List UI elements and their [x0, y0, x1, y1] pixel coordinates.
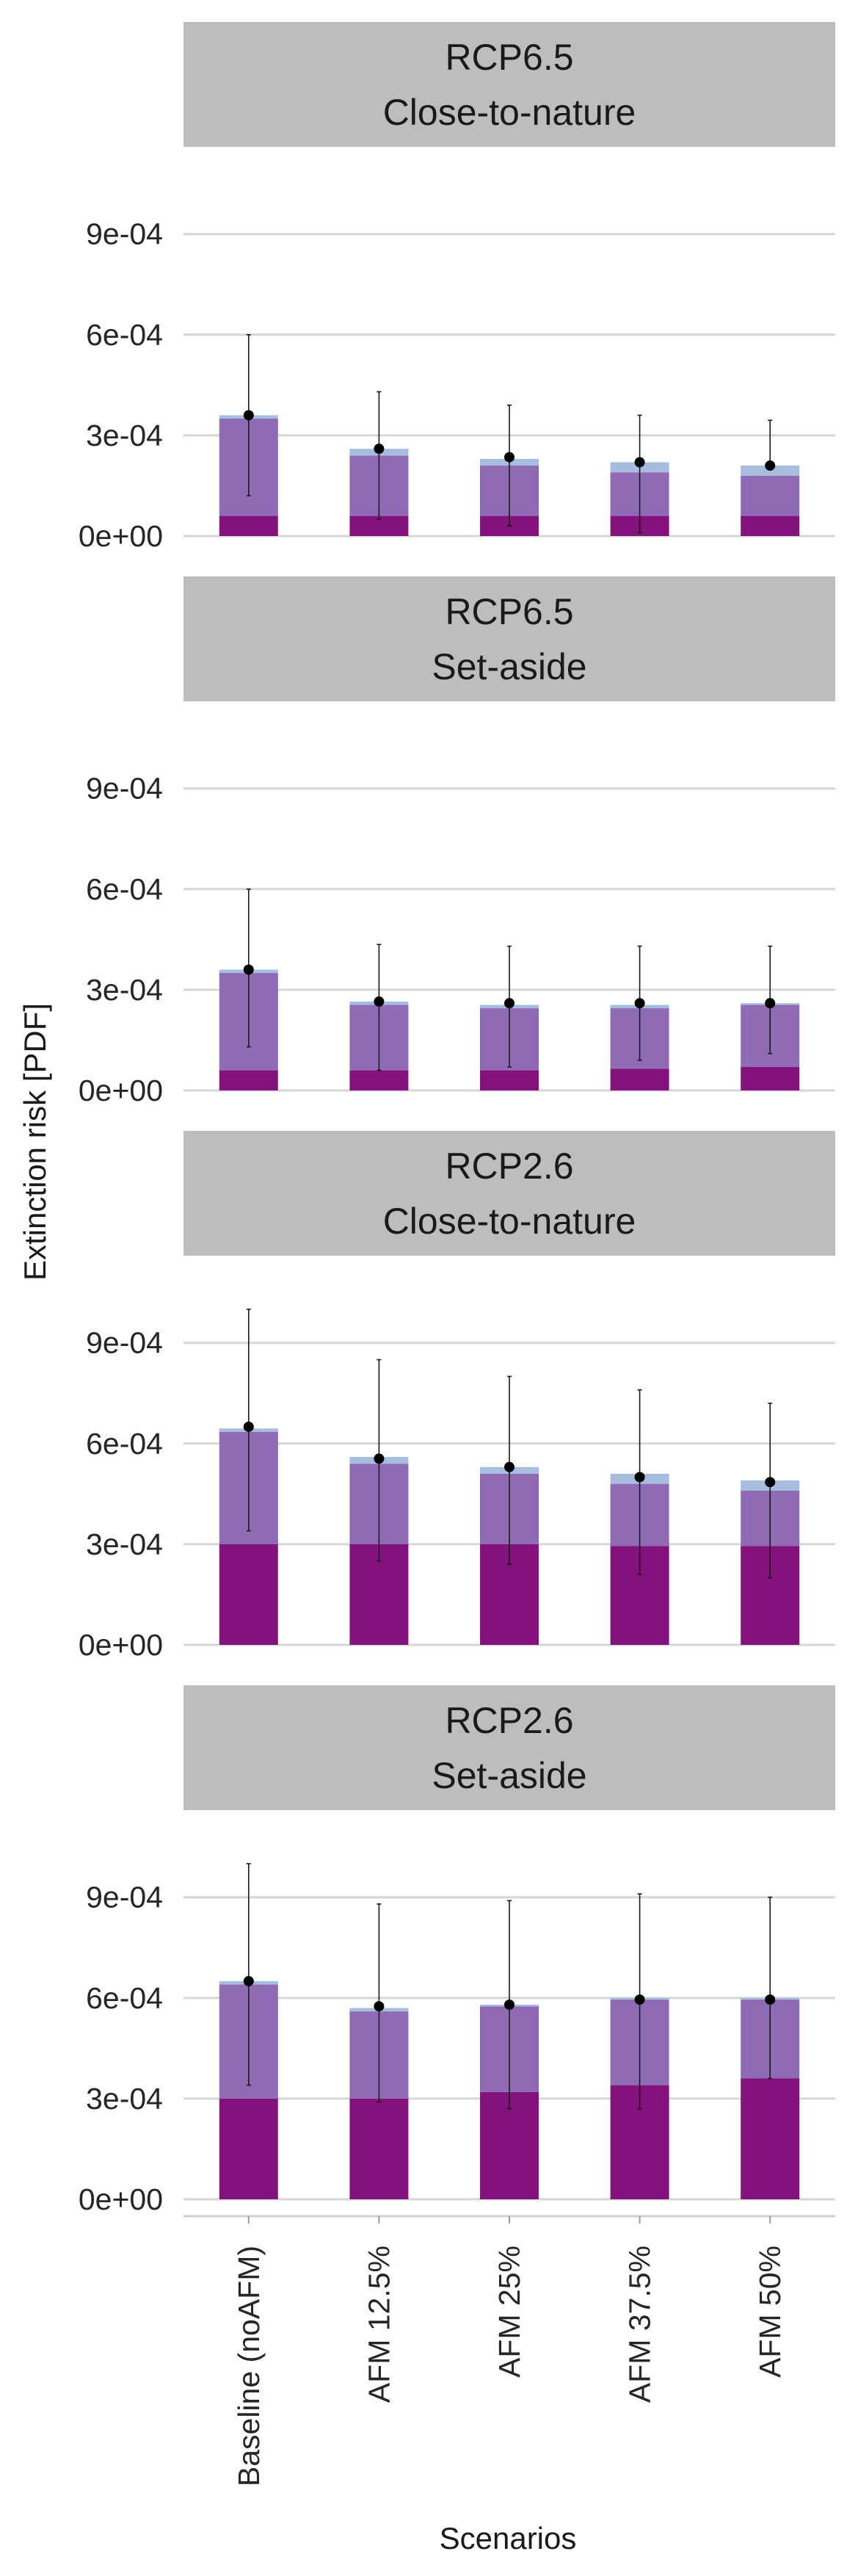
y-tick-label: 9e-04 [86, 1326, 163, 1360]
bar-segment-bottom [349, 1070, 409, 1090]
strip-label-management: Close-to-nature [383, 92, 636, 133]
strip-label-management: Set-aside [432, 1755, 586, 1796]
bar-segment-bottom [349, 2098, 409, 2199]
data-point [243, 964, 254, 975]
x-tick-label: AFM 25% [492, 2246, 526, 2378]
data-point [634, 998, 645, 1009]
bar-segment-bottom [741, 515, 800, 536]
strip-label-scenario: RCP2.6 [445, 1700, 573, 1741]
x-tick-label: AFM 12.5% [362, 2246, 396, 2403]
bar-segment-bottom [219, 515, 278, 536]
bar-segment-bottom [219, 2098, 278, 2199]
x-axis-title: Scenarios [440, 2521, 577, 2555]
y-tick-label: 3e-04 [86, 419, 163, 452]
y-tick-label: 6e-04 [86, 1981, 163, 2015]
y-tick-label: 0e+00 [79, 1074, 163, 1107]
panel-1: RCP6.5 Close-to-nature 0e+00 3e-04 6e-04 9e-0… [79, 22, 835, 553]
x-tick-label: Baseline (noAFM) [232, 2246, 266, 2486]
bar-segment-bottom [480, 2091, 539, 2199]
strip-label-management: Set-aside [432, 646, 586, 687]
panel-strip [183, 576, 835, 701]
strip-label-scenario: RCP6.5 [445, 591, 573, 632]
data-point [634, 1472, 645, 1483]
y-tick-label: 0e+00 [79, 1628, 163, 1662]
strip-label-scenario: RCP2.6 [445, 1146, 573, 1187]
bar-segment-bottom [741, 1067, 800, 1090]
y-tick-label: 0e+00 [79, 519, 163, 553]
data-point [634, 457, 645, 468]
y-tick-label: 9e-04 [86, 772, 163, 806]
y-tick-label: 9e-04 [86, 1881, 163, 1914]
y-tick-label: 3e-04 [86, 973, 163, 1007]
data-point [504, 1999, 515, 2010]
x-tick-label: AFM 37.5% [623, 2246, 657, 2403]
data-point [243, 1975, 254, 1986]
data-point [374, 1453, 385, 1464]
strip-label-management: Close-to-nature [383, 1201, 636, 1242]
data-point [374, 2001, 385, 2012]
bar-segment-bottom [610, 1068, 669, 1090]
data-point [765, 460, 776, 471]
y-tick-label: 3e-04 [86, 1527, 163, 1561]
y-tick-label: 3e-04 [86, 2082, 163, 2116]
data-point [634, 1994, 645, 2005]
bar-segment-middle [741, 475, 800, 516]
data-point [243, 410, 254, 421]
data-point [765, 1994, 776, 2005]
y-tick-label: 0e+00 [79, 2182, 163, 2216]
y-tick-label: 6e-04 [86, 318, 163, 352]
bar-segment-bottom [741, 2078, 800, 2199]
panel-2: RCP6.5 Set-aside 0e+00 3e-04 6e-04 9e-04 [79, 576, 835, 1107]
bar-segment-bottom [219, 1544, 278, 1645]
data-point [504, 998, 515, 1009]
y-tick-label: 9e-04 [86, 217, 163, 251]
panel-strip [183, 1131, 835, 1256]
data-point [374, 444, 385, 455]
data-point [243, 1421, 254, 1432]
x-axis: Baseline (noAFM) AFM 12.5% AFM 25% AFM 37.5… [183, 2215, 835, 2486]
panel-strip [183, 22, 835, 147]
y-tick-label: 6e-04 [86, 872, 163, 906]
bar-segment-bottom [219, 1070, 278, 1090]
chart-panels: RCP6.5 Close-to-nature 0e+00 3e-04 6e-04 9e-0… [79, 22, 835, 2216]
y-axis-title: Extinction risk [PDF] [18, 1003, 52, 1281]
data-point [765, 1477, 776, 1488]
data-point [765, 998, 776, 1009]
panel-strip [183, 1685, 835, 1810]
y-tick-label: 6e-04 [86, 1427, 163, 1461]
x-tick-label: AFM 50% [753, 2246, 787, 2378]
data-point [504, 1461, 515, 1472]
bar-segment-bottom [480, 1070, 539, 1090]
strip-label-scenario: RCP6.5 [445, 37, 573, 78]
data-point [374, 996, 385, 1007]
data-point [504, 452, 515, 463]
panel-4: RCP2.6 Set-aside 0e+00 3e-04 6e-04 9e-04 [79, 1685, 835, 2216]
panel-3: RCP2.6 Close-to-nature 0e+00 3e-04 6e-04 9e-0… [79, 1131, 835, 1662]
